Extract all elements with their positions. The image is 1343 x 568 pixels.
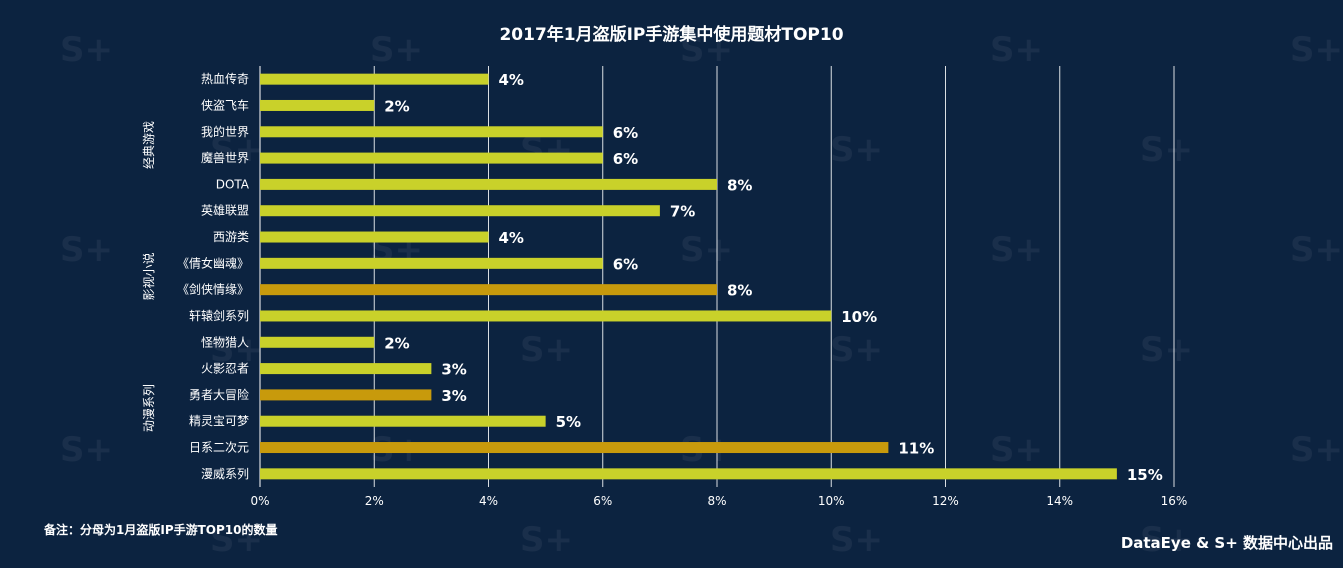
category-label: 轩辕剑系列 (189, 308, 249, 323)
category-label: 英雄联盟 (201, 203, 249, 218)
x-tick-label: 16% (1161, 494, 1188, 508)
x-tick-label: 12% (932, 494, 959, 508)
category-label: 日系二次元 (189, 441, 249, 455)
x-tick-label: 6% (593, 494, 612, 508)
value-label: 3% (441, 361, 466, 379)
x-tick-label: 14% (1046, 494, 1073, 508)
bar (260, 310, 832, 322)
group-label: 影视小说 (141, 252, 156, 300)
value-label: 8% (727, 282, 752, 300)
category-label: 《剑侠情缘》 (177, 282, 249, 297)
bar (260, 468, 1117, 480)
bar (260, 442, 889, 454)
value-label: 7% (670, 203, 695, 221)
bar (260, 205, 660, 217)
x-tick-label: 2% (365, 494, 384, 508)
value-label: 10% (841, 308, 877, 326)
value-label: 11% (898, 440, 934, 458)
category-label: 我的世界 (201, 124, 249, 139)
value-label: 15% (1127, 466, 1163, 484)
x-tick-label: 10% (818, 494, 845, 508)
category-label: 漫威系列 (201, 467, 249, 481)
bar (260, 73, 489, 85)
category-label: 魔兽世界 (201, 150, 249, 165)
value-label: 4% (499, 229, 524, 247)
x-tick-label: 8% (707, 494, 726, 508)
bar (260, 152, 603, 164)
bar (260, 231, 489, 243)
category-label: 侠盗飞车 (201, 97, 249, 112)
bar (260, 284, 717, 296)
bar (260, 178, 717, 190)
bar (260, 126, 603, 138)
footnote: 备注：分母为1月盗版IP手游TOP10的数量 (44, 523, 278, 537)
category-label: 《倩女幽魂》 (177, 255, 249, 270)
bar (260, 336, 375, 348)
chart-title: 2017年1月盗版IP手游集中使用题材TOP10 (499, 25, 844, 45)
value-label: 5% (556, 413, 581, 431)
value-label: 6% (613, 150, 638, 168)
group-label: 动漫系列 (142, 384, 156, 432)
category-label: 精灵宝可梦 (189, 414, 249, 428)
category-label: 勇者大冒险 (189, 387, 249, 402)
value-label: 2% (384, 334, 409, 352)
value-label: 8% (727, 176, 752, 194)
x-tick-label: 0% (250, 494, 269, 508)
credit-line: DataEye & S+ 数据中心出品 (1120, 534, 1333, 552)
category-label: DOTA (216, 177, 250, 191)
bar (260, 363, 432, 375)
group-label: 经典游戏 (142, 121, 156, 169)
category-label: 怪物猎人 (201, 335, 249, 349)
category-label: 西游类 (213, 230, 249, 244)
bar (260, 99, 375, 111)
value-label: 6% (613, 255, 638, 273)
value-label: 3% (441, 387, 466, 405)
bar (260, 415, 546, 427)
x-tick-label: 4% (479, 494, 498, 508)
value-label: 4% (499, 71, 524, 89)
category-label: 热血传奇 (201, 71, 249, 86)
value-label: 2% (384, 97, 409, 115)
value-label: 6% (613, 124, 638, 142)
bar (260, 257, 603, 269)
category-label: 火影忍者 (201, 362, 249, 376)
bar (260, 389, 432, 401)
